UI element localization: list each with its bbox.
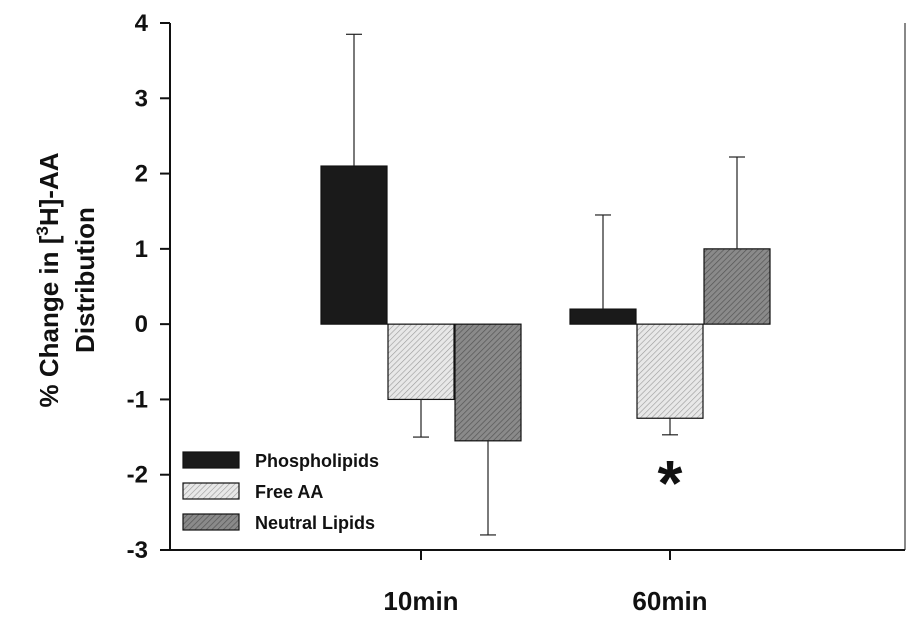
bar: [387, 323, 455, 401]
x-tick-label: 60min: [632, 586, 707, 616]
significance-asterisk: *: [658, 447, 683, 519]
y-tick-label: 4: [135, 10, 149, 37]
y-axis-label-prefix: % Change in [: [34, 235, 64, 407]
legend-swatch: [182, 451, 240, 469]
legend-label: Free AA: [255, 482, 323, 502]
y-axis-label: % Change in [3H]-AA: [33, 152, 64, 407]
legend-label: Phospholipids: [255, 451, 379, 471]
y-tick-label: -2: [127, 462, 148, 489]
legend-swatch: [182, 482, 240, 500]
x-axis: 10min 60min: [170, 549, 905, 616]
legend-swatch: [182, 513, 240, 531]
y-axis-label-superscript: 3: [33, 226, 52, 235]
bar: [320, 165, 388, 325]
y-tick-label: 3: [135, 85, 148, 112]
y-axis-label-suffix: H]-AA: [34, 152, 64, 226]
error-bars: [346, 33, 745, 536]
y-tick-label: 0: [135, 311, 148, 338]
y-tick-label: -3: [127, 537, 148, 564]
legend: Phospholipids Free AA Neutral Lipids: [182, 451, 379, 533]
bar: [636, 323, 704, 419]
bar: [703, 248, 771, 325]
x-ticks: 10min 60min: [383, 550, 708, 616]
bar: [454, 323, 522, 442]
y-axis: 4 3 2 1 0 -1 -2 -3: [127, 10, 171, 564]
bar: [569, 308, 637, 325]
y-axis-label-line2: Distribution: [70, 207, 100, 353]
y-ticks: 4 3 2 1 0 -1 -2 -3: [127, 10, 170, 564]
y-tick-label: 2: [135, 161, 148, 188]
y-tick-label: 1: [135, 236, 148, 263]
x-tick-label: 10min: [383, 586, 458, 616]
legend-label: Neutral Lipids: [255, 513, 375, 533]
bars: [320, 165, 771, 442]
y-tick-label: -1: [127, 386, 148, 413]
